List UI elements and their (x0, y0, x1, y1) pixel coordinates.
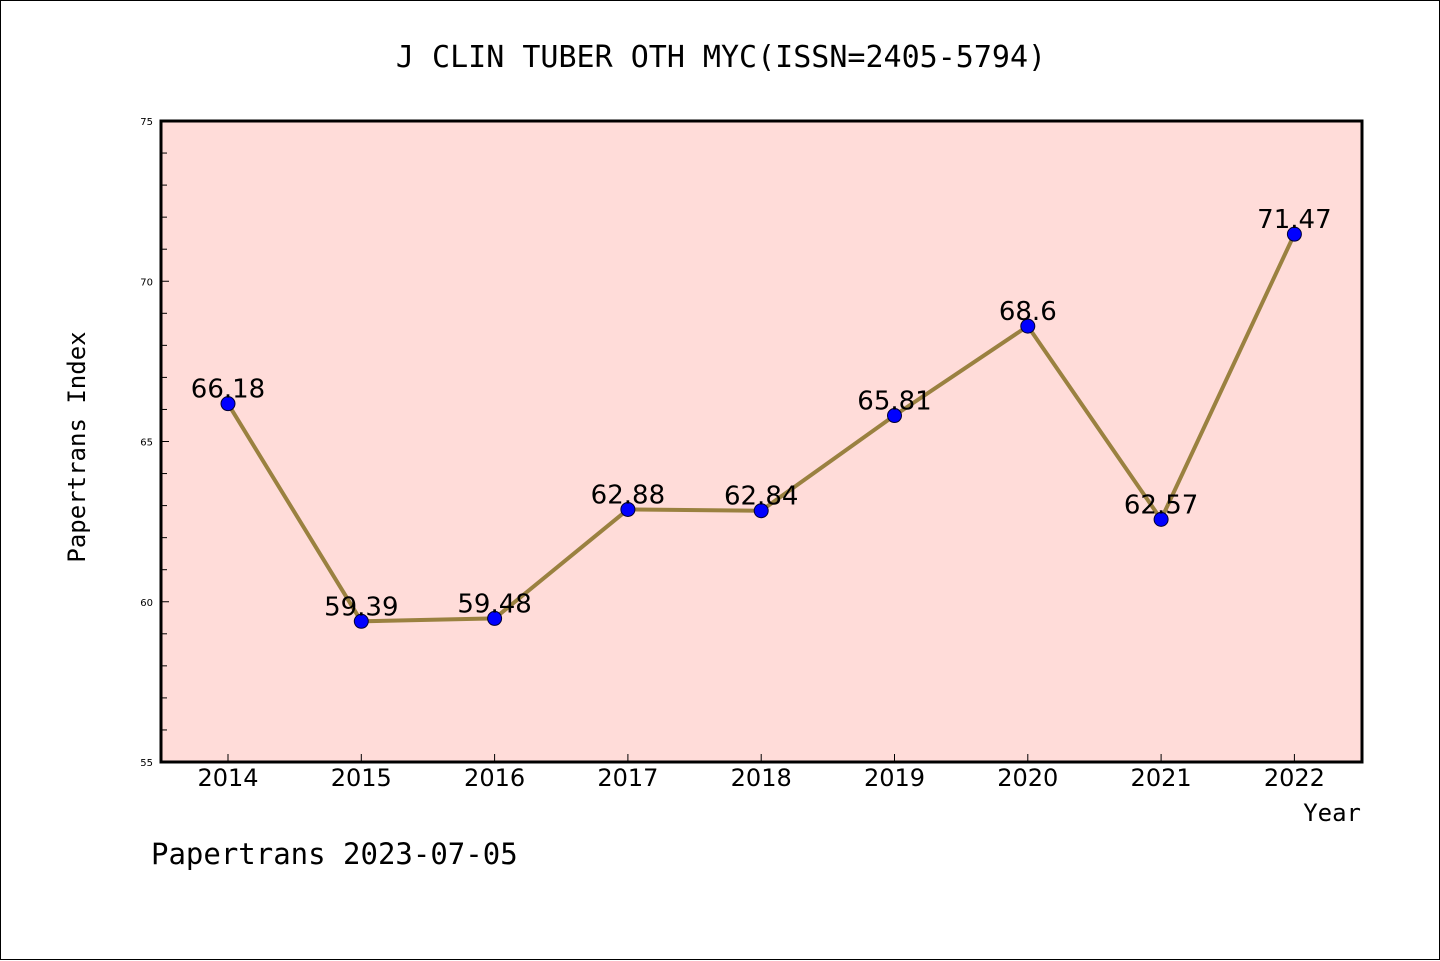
data-labels: 66.18 59.39 59.48 62.88 62.84 65.81 68.6 62.57 7… (191, 205, 1332, 622)
plot-area (161, 121, 1362, 762)
y-tick-label: 65 (140, 438, 153, 449)
x-tick-label: 2014 (197, 764, 258, 792)
x-tick-label: 2016 (464, 764, 525, 792)
x-tick-label: 2015 (331, 764, 392, 792)
data-label: 59.39 (324, 592, 398, 622)
x-axis-label: Year (1303, 799, 1361, 827)
x-tick-label: 2019 (864, 764, 925, 792)
data-label: 62.88 (591, 480, 665, 510)
data-label: 62.57 (1124, 490, 1198, 520)
x-tick-label: 2018 (731, 764, 792, 792)
data-label: 59.48 (457, 589, 531, 619)
data-label: 71.47 (1257, 205, 1331, 235)
data-point (1020, 318, 1036, 334)
footer-text: Papertrans 2023-07-05 (151, 837, 518, 871)
plot-border (159, 119, 1364, 764)
x-tick-label: 2020 (997, 764, 1058, 792)
y-tick-label: 70 (140, 277, 153, 288)
data-point (1286, 226, 1302, 242)
data-points (220, 226, 1302, 629)
x-tick-label: 2022 (1264, 764, 1325, 792)
data-label: 62.84 (724, 482, 798, 512)
data-label: 68.6 (999, 297, 1057, 327)
x-tick-label: 2021 (1131, 764, 1192, 792)
data-point (220, 396, 236, 412)
data-point (620, 501, 636, 517)
x-axis: 2014 2015 2016 2017 2018 2019 2020 2021 2022 (197, 754, 1325, 792)
data-label: 66.18 (191, 375, 265, 405)
x-tick-label: 2017 (597, 764, 658, 792)
data-point (1153, 511, 1169, 527)
data-label: 65.81 (857, 387, 931, 417)
data-point (487, 610, 503, 626)
data-point (887, 408, 902, 424)
data-point (753, 503, 769, 519)
chart-title: J CLIN TUBER OTH MYC(ISSN=2405-5794) (396, 40, 1046, 75)
y-tick-label: 60 (140, 598, 153, 609)
data-point (353, 613, 369, 629)
y-axis-label: Papertrans Index (63, 331, 91, 562)
y-tick-label: 55 (140, 758, 153, 769)
y-tick-label: 75 (140, 117, 153, 128)
